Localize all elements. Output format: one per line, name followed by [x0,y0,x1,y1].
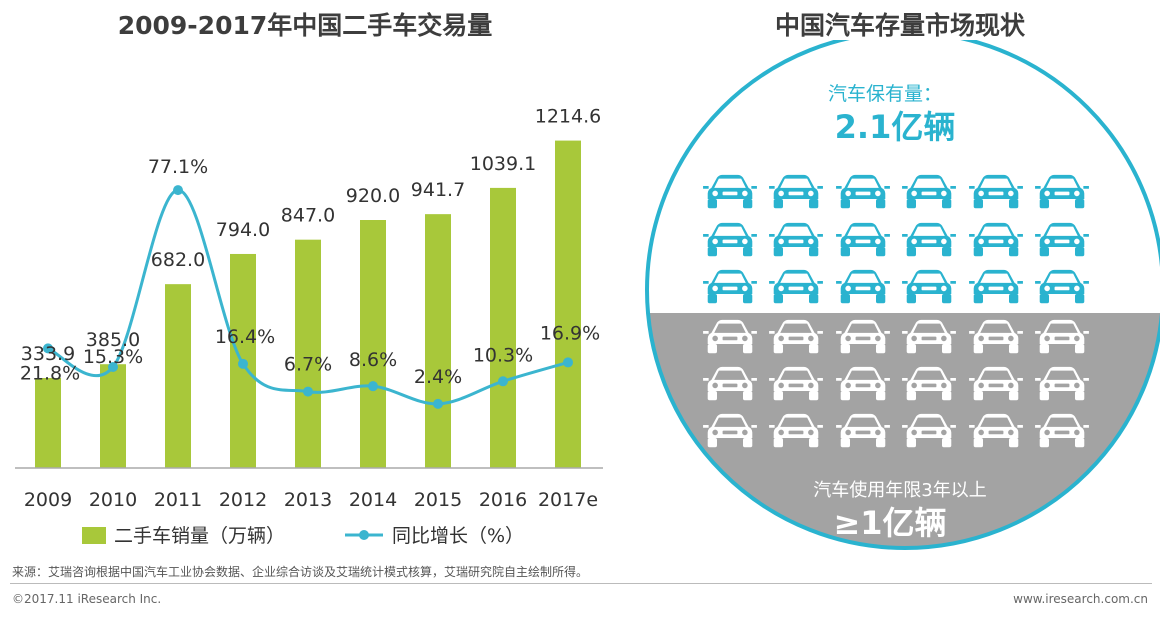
x-tick-label-2015: 2015 [414,489,462,511]
teal-car-icon [902,222,956,257]
x-tick-label-2017e: 2017e [538,489,598,511]
x-tick-label-2010: 2010 [89,489,137,511]
growth-point-2012 [238,358,248,369]
x-tick-label-2014: 2014 [349,489,397,511]
legend-line-marker [359,530,369,540]
teal-car-icon [902,174,956,209]
growth-point-2013 [303,386,313,397]
growth-label-2013: 6.7% [284,354,332,376]
bar-2017e [555,140,581,468]
growth-point-2014 [368,381,378,392]
teal-car-icon [902,269,956,304]
footer-divider [10,583,1152,584]
trade-volume-chart: 333.9 385.0 682.0 794.0 847.0 920.0 941.71039.… [15,106,603,547]
stock-panel-title: 中国汽车存量市场现状 [774,11,1025,40]
x-tick-label-2009: 2009 [24,489,72,511]
growth-point-2009 [43,343,53,354]
teal-car-icon [836,174,890,209]
legend-bar-label: 二手车销量（万辆） [114,525,285,547]
bar-value-label-2009: 333.9 [21,343,75,365]
bar-value-label-2010: 385.0 [86,329,140,351]
teal-car-icon [769,269,823,304]
car-stock-panel: 汽车保有量： 2.1亿辆 汽车使用年限3年以上 ≥1亿辆 [645,40,1160,550]
bar-value-label-2011: 682.0 [151,249,205,271]
bar-value-label-2013: 847.0 [281,205,335,227]
chart-title: 2009-2017年中国二手车交易量 [117,11,493,40]
bar-2016 [490,187,516,468]
legend-bar-swatch [82,527,106,544]
teal-car-icon [703,174,757,209]
legend-line-label: 同比增长（%） [392,525,524,547]
growth-label-2017e: 16.9% [540,322,600,344]
teal-car-icon [969,174,1023,209]
growth-label-2012: 16.4% [215,326,275,348]
x-tick-label-2013: 2013 [284,489,332,511]
bar-value-label-2014: 920.0 [346,185,400,207]
growth-label-2014: 8.6% [349,349,397,371]
growth-label-2009: 21.8% [20,362,80,384]
bar-value-label-2015: 941.7 [411,179,465,201]
teal-car-icon [703,222,757,257]
growth-label-2010: 15.3% [83,346,143,368]
stock-circle-outline [645,40,1160,550]
growth-point-2015 [433,398,443,409]
teal-car-icon [769,174,823,209]
bar-value-label-2017e: 1214.6 [535,106,601,128]
growth-point-2016 [498,376,508,387]
teal-car-icon [836,269,890,304]
growth-label-2015: 2.4% [414,366,462,388]
bar-2013 [295,239,321,468]
teal-car-icon [703,269,757,304]
stock-bottom-label: 汽车使用年限3年以上 [813,480,986,501]
teal-car-icon [769,222,823,257]
bar-2015 [425,214,451,468]
growth-label-2016: 10.3% [473,344,533,366]
teal-car-icon [1035,269,1089,304]
stock-top-label: 汽车保有量： [828,83,942,105]
source-note: 来源：艾瑞咨询根据中国汽车工业协会数据、企业综合访谈及艾瑞统计模式核算，艾瑞研究… [12,565,589,579]
growth-point-2017e [563,357,573,368]
teal-car-icon [836,222,890,257]
x-tick-label-2016: 2016 [479,489,527,511]
teal-car-icon [1035,174,1089,209]
growth-label-2011: 77.1% [148,156,208,178]
teal-car-icon [969,222,1023,257]
x-tick-label-2011: 2011 [154,489,202,511]
teal-car-icon [1035,222,1089,257]
website-link[interactable]: www.iresearch.com.cn [1013,592,1148,606]
chart-legend: 二手车销量（万辆） 同比增长（%） [82,525,524,547]
copyright: ©2017.11 iResearch Inc. [12,592,162,606]
teal-car-icon [969,269,1023,304]
bar-2014 [360,220,386,468]
bar-2010 [100,364,126,468]
growth-line [47,188,569,406]
bar-value-label-2012: 794.0 [216,219,270,241]
growth-point-2011 [173,185,183,196]
bar-value-label-2016: 1039.1 [470,153,536,175]
stock-top-value: 2.1亿辆 [835,108,956,146]
stock-bottom-value: ≥1亿辆 [833,504,946,542]
x-tick-label-2012: 2012 [219,489,267,511]
bar-2011 [165,284,191,468]
bar-2009 [35,377,61,468]
growth-point-2010 [108,361,118,372]
